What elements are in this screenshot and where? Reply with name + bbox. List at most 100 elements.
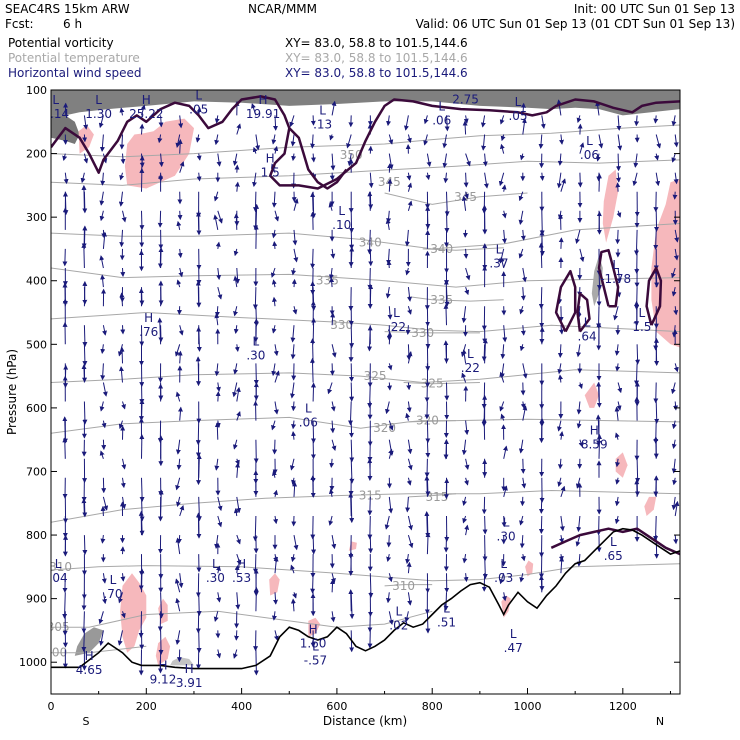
pink-region-4 bbox=[615, 452, 628, 478]
wind-vector-70 bbox=[100, 344, 106, 354]
wind-vector-119 bbox=[139, 210, 145, 231]
wind-vector-357 bbox=[290, 344, 296, 360]
wind-vector-660 bbox=[502, 485, 508, 498]
wind-vector-668 bbox=[519, 153, 525, 161]
wind-vector-734 bbox=[559, 431, 564, 440]
wind-vector-226 bbox=[196, 592, 202, 617]
wind-vector-604 bbox=[461, 372, 467, 383]
wind-vector-65 bbox=[102, 231, 108, 249]
wind-vector-859 bbox=[673, 172, 679, 185]
wind-vector-848 bbox=[654, 401, 660, 424]
wind-vector-105 bbox=[120, 477, 126, 489]
wind-vector-533 bbox=[405, 554, 411, 565]
wind-vector-566 bbox=[442, 153, 448, 169]
wind-vector-194 bbox=[176, 535, 182, 544]
wind-vector-487 bbox=[387, 178, 393, 192]
wind-vector-608 bbox=[464, 458, 470, 470]
hl-marker-type-1: L bbox=[95, 93, 102, 107]
hl-marker-type-12: L bbox=[496, 242, 503, 256]
high-low-markers: L6.14L1.30H25.22L.05H19.91L.13L2.75L.06L… bbox=[51, 90, 651, 690]
wind-vector-258 bbox=[216, 649, 222, 659]
wind-vector-379 bbox=[310, 248, 316, 269]
wind-vector-733 bbox=[557, 420, 562, 432]
wind-vector-615 bbox=[480, 115, 486, 128]
hl-marker-type-29: L bbox=[396, 605, 403, 619]
wind-vector-336 bbox=[271, 470, 277, 478]
wind-vector-143 bbox=[158, 115, 164, 128]
wind-vector-453 bbox=[348, 589, 354, 612]
wind-vector-614 bbox=[463, 573, 469, 583]
header: SEAC4RS 15km ARW NCAR/MMM Init: 00 UTC S… bbox=[5, 2, 735, 80]
wind-vector-531 bbox=[407, 515, 413, 531]
wind-vector-793 bbox=[615, 182, 621, 192]
wind-vector-425 bbox=[330, 579, 336, 593]
wind-vector-319 bbox=[273, 145, 279, 154]
wind-vector-699 bbox=[538, 242, 544, 269]
fcst-value: 6 h bbox=[63, 17, 82, 31]
wind-vector-717 bbox=[556, 99, 562, 116]
wind-vector-442 bbox=[348, 401, 354, 426]
x-tick-label-200: 200 bbox=[136, 700, 157, 713]
wind-vector-674 bbox=[522, 267, 527, 283]
wind-vector-30 bbox=[82, 134, 88, 143]
wind-vector-538 bbox=[423, 134, 429, 146]
wind-vector-567 bbox=[443, 172, 449, 184]
wind-vector-486 bbox=[387, 163, 393, 173]
wind-vector-110 bbox=[120, 573, 126, 582]
wind-vector-642 bbox=[499, 143, 505, 154]
theta-label-320: 320 bbox=[373, 421, 396, 435]
hl-marker-type-5: L bbox=[319, 104, 326, 118]
hl-marker-type-22: L bbox=[503, 516, 510, 530]
wind-vector-461 bbox=[367, 229, 373, 255]
wind-vector-736 bbox=[557, 477, 563, 487]
wind-vector-808 bbox=[615, 477, 621, 485]
wind-vector-507 bbox=[387, 573, 393, 583]
wind-vector-537 bbox=[423, 115, 429, 125]
hl-marker-value-27: .03 bbox=[494, 571, 513, 585]
wind-vector-497 bbox=[387, 382, 393, 391]
wind-vector-31 bbox=[83, 153, 89, 164]
wind-vector-606 bbox=[464, 420, 470, 436]
wind-vector-855 bbox=[654, 535, 660, 559]
wind-vector-460 bbox=[367, 191, 373, 211]
gray-region-0 bbox=[51, 90, 680, 116]
wind-vector-179 bbox=[177, 248, 183, 259]
wind-vector-643 bbox=[498, 172, 505, 187]
wind-vector-458 bbox=[368, 172, 374, 189]
wind-vector-738 bbox=[559, 515, 565, 532]
wind-vector-683 bbox=[518, 439, 524, 454]
terrain-line bbox=[51, 527, 680, 670]
wind-vector-495 bbox=[387, 331, 393, 345]
hl-marker-type-26: H bbox=[237, 557, 246, 571]
wind-vector-240 bbox=[214, 306, 220, 317]
wind-vector-204 bbox=[196, 172, 202, 182]
wind-vector-301 bbox=[253, 363, 259, 385]
wind-vector-801 bbox=[614, 344, 620, 356]
pv-contour-1 bbox=[288, 127, 348, 190]
wind-vector-869 bbox=[673, 363, 679, 373]
wind-vector-193 bbox=[179, 504, 185, 517]
hl-marker-type-9: L bbox=[586, 134, 593, 148]
wind-vector-874 bbox=[671, 458, 677, 474]
wind-vector-187 bbox=[175, 391, 181, 402]
wind-vector-261 bbox=[232, 153, 238, 166]
wind-vector-245 bbox=[215, 391, 221, 402]
wind-vector-344 bbox=[274, 630, 279, 641]
hl-marker-value-22: .30 bbox=[497, 530, 516, 544]
hl-marker-type-0: L bbox=[52, 93, 59, 107]
wind-vector-316 bbox=[253, 649, 259, 676]
hl-marker-type-7: L bbox=[438, 99, 445, 113]
x-tick-label-600: 600 bbox=[326, 700, 347, 713]
wind-vector-646 bbox=[501, 229, 507, 244]
wind-vector-314 bbox=[253, 586, 259, 612]
wind-vector-441 bbox=[349, 382, 355, 402]
wind-vector-484 bbox=[388, 134, 394, 145]
wind-vector-877 bbox=[674, 500, 680, 517]
wind-vector-155 bbox=[157, 317, 163, 345]
wind-vector-400 bbox=[331, 100, 337, 116]
wind-vector-496 bbox=[387, 363, 393, 371]
theta-contour-300 bbox=[51, 645, 147, 654]
wind-vector-535 bbox=[407, 592, 413, 606]
wind-vector-794 bbox=[616, 210, 622, 218]
